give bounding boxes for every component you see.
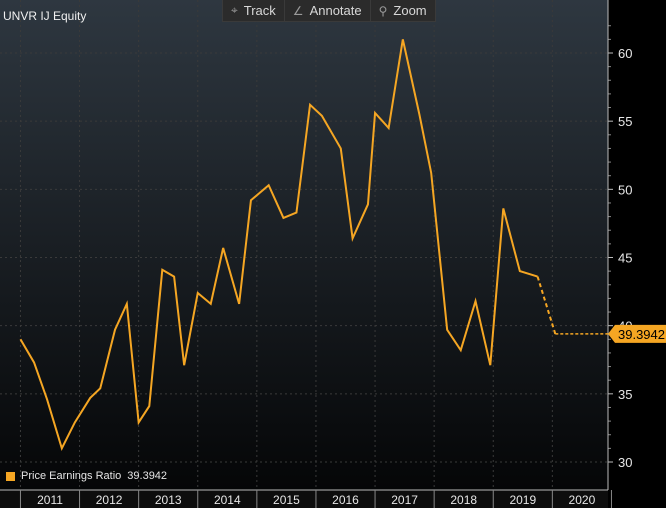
annotate-label: Annotate	[309, 3, 362, 18]
chart-toolbar: ⌖ Track ∠ Annotate ⚲ Zoom	[222, 0, 436, 22]
last-value-marker: 39.3942	[555, 324, 666, 343]
x-tick-label: 2018	[450, 493, 477, 507]
y-tick-label: 30	[618, 455, 632, 470]
grid	[0, 0, 608, 490]
zoom-label: Zoom	[393, 3, 427, 18]
y-tick-label: 55	[618, 114, 632, 129]
track-button[interactable]: ⌖ Track	[223, 0, 285, 21]
y-axis: 30354045505560	[607, 0, 632, 490]
pencil-icon: ∠	[292, 3, 304, 18]
x-tick-label: 2013	[155, 493, 182, 507]
last-value-label: 39.3942	[618, 327, 665, 342]
legend: Price Earnings Ratio 39.3942	[6, 470, 167, 482]
x-axis-band	[0, 490, 608, 508]
x-tick-label: 2019	[509, 493, 536, 507]
legend-swatch	[6, 471, 15, 481]
legend-value: 39.3942	[127, 470, 168, 482]
x-tick-label: 2017	[391, 493, 418, 507]
y-tick-label: 60	[618, 46, 632, 61]
legend-label: Price Earnings Ratio	[21, 470, 122, 482]
last-value-tag	[608, 324, 666, 343]
y-tick-label: 35	[618, 387, 632, 402]
crosshair-icon: ⌖	[231, 3, 238, 17]
x-axis: 2011 2012 2013 2014 2015 2016 2017 2018 2019 2020	[0, 489, 612, 508]
magnifier-icon: ⚲	[378, 3, 388, 18]
series-line-projected	[536, 276, 557, 335]
zoom-button[interactable]: ⚲ Zoom	[371, 0, 435, 21]
x-tick-label: 2011	[37, 493, 63, 507]
x-tick-label: 2012	[96, 493, 123, 507]
annotate-button[interactable]: ∠ Annotate	[285, 0, 371, 21]
x-tick-label: 2015	[273, 493, 300, 507]
x-tick-label: 2014	[214, 493, 241, 507]
x-tick-label: 2020	[569, 493, 596, 507]
x-tick-label: 2016	[332, 493, 359, 507]
y-tick-label: 50	[618, 182, 632, 197]
plot-background	[0, 0, 608, 490]
series-price-earnings-ratio	[19, 39, 557, 452]
track-label: Track	[243, 3, 276, 18]
y-tick-label: 45	[618, 251, 632, 266]
chart-title: UNVR IJ Equity	[3, 9, 87, 23]
